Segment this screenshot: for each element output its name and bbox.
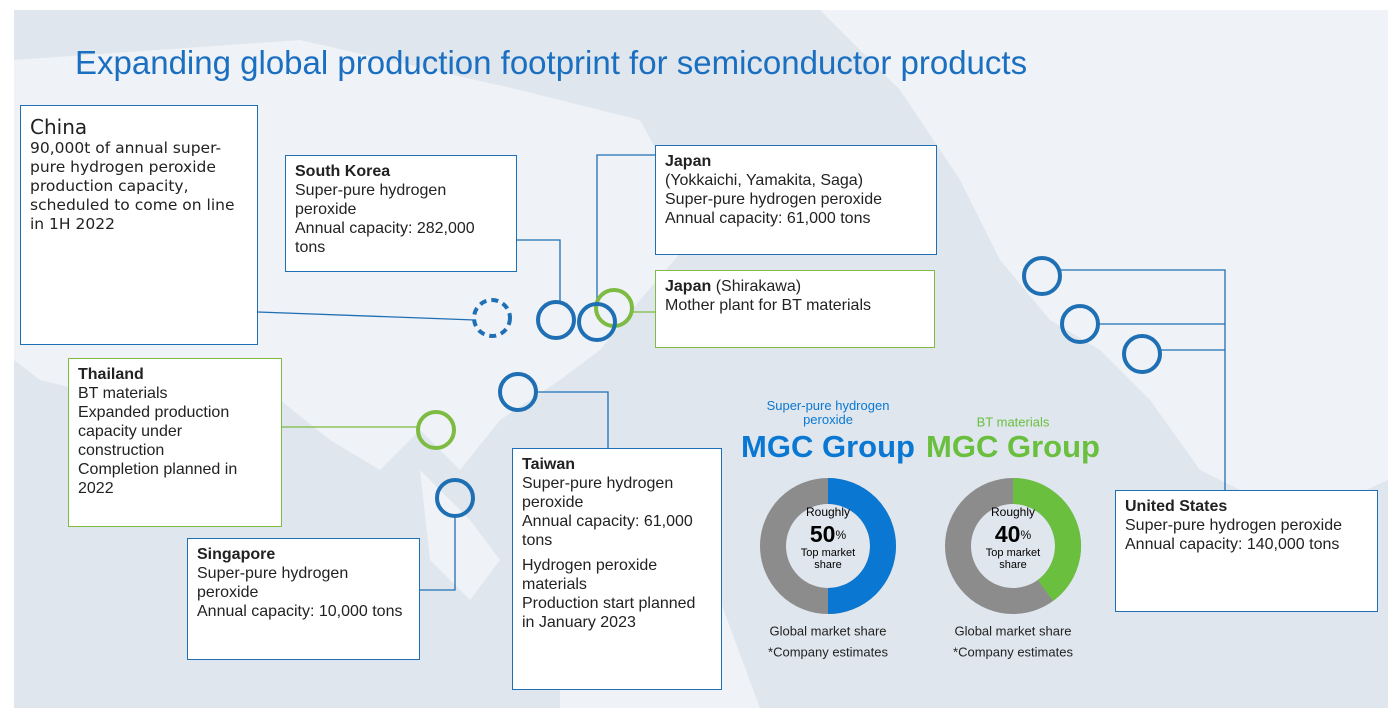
share-caption: Top market share: [801, 547, 855, 571]
share-qualifier: Roughly: [991, 505, 1035, 519]
share-footnote: Global market share: [769, 623, 886, 638]
site-detail: Production start planned in January 2023: [522, 595, 696, 631]
site-heading: United States: [1125, 497, 1368, 516]
site-marker: [577, 302, 617, 342]
site-detail: Expanded production capacity under const…: [78, 404, 230, 459]
site-heading: Japan: [665, 152, 927, 171]
site-marker: [1060, 304, 1100, 344]
share-product-line: peroxide: [803, 412, 853, 427]
site-detail: Super-pure hydrogen peroxide: [197, 565, 349, 601]
site-box: Japan (Yokkaichi, Yamakita, Saga) Super-pu…: [655, 145, 937, 255]
site-detail: Annual capacity: 61,000 tons: [522, 513, 693, 549]
share-caption: Top market share: [986, 547, 1040, 571]
site-qualifier: (Shirakawa): [715, 278, 802, 295]
share-caption-line: share: [999, 559, 1027, 571]
share-footnote: *Company estimates: [953, 644, 1073, 659]
site-marker: [1022, 256, 1062, 296]
site-marker: [472, 298, 512, 338]
site-detail: Hydrogen peroxide materials: [522, 557, 658, 593]
connector: [1060, 269, 1226, 490]
donut-share: [827, 478, 896, 614]
connector: [517, 239, 561, 302]
share-group: MGC Group: [741, 429, 915, 464]
site-detail: Completion planned in 2022: [78, 461, 238, 497]
site-box: Singapore Super-pure hydrogen peroxide Ann…: [187, 538, 420, 660]
site-detail: Super-pure hydrogen peroxide: [522, 475, 674, 511]
site-box: Thailand BT materials Expanded production …: [68, 358, 282, 527]
site-detail: Annual capacity: 282,000 tons: [295, 220, 475, 256]
site-box: United States Super-pure hydrogen peroxid…: [1115, 490, 1378, 612]
site-marker: [498, 372, 538, 412]
share-footnote: Global market share: [954, 623, 1071, 638]
site-heading: China: [30, 115, 248, 139]
connector: [420, 516, 456, 591]
site-name: Singapore: [197, 546, 276, 563]
share-caption-line: Top market: [801, 547, 855, 559]
share-unit: %: [1020, 528, 1031, 542]
site-name: Japan: [665, 153, 712, 170]
share-product: Super-pure hydrogen peroxide: [767, 398, 890, 427]
site-marker: [536, 300, 576, 340]
site-name: Thailand: [78, 366, 144, 383]
site-heading: Taiwan: [522, 455, 712, 474]
share-unit: %: [835, 528, 846, 542]
site-name: Japan: [665, 278, 712, 295]
share-product: BT materials: [977, 414, 1050, 429]
site-detail: BT materials: [78, 385, 168, 402]
site-detail: 90,000t of annual super-pure hydrogen pe…: [30, 139, 235, 233]
site-box: South Korea Super-pure hydrogen peroxide A…: [285, 155, 517, 272]
site-marker: [416, 410, 456, 450]
share-footnote: *Company estimates: [768, 644, 888, 659]
site-detail: (Yokkaichi, Yamakita, Saga): [665, 172, 864, 189]
share-caption-line: share: [814, 559, 842, 571]
site-name: South Korea: [295, 163, 391, 180]
site-name: United States: [1125, 498, 1228, 515]
share-qualifier: Roughly: [806, 505, 850, 519]
share-group: MGC Group: [926, 429, 1100, 464]
site-heading: South Korea: [295, 162, 507, 181]
site-heading: Thailand: [78, 365, 272, 384]
title: Expanding global production footprint fo…: [75, 44, 1028, 81]
site-detail: Mother plant for BT materials: [665, 297, 872, 314]
site-detail: Super-pure hydrogen peroxide: [1125, 517, 1343, 534]
connector: [596, 154, 655, 304]
share-value: 50%: [810, 521, 847, 547]
site-marker: [435, 478, 475, 518]
site-box: Taiwan Super-pure hydrogen peroxide Annual…: [512, 448, 722, 690]
site-marker: [1122, 334, 1162, 374]
site-heading: Singapore: [197, 545, 410, 564]
share-number: 40: [995, 521, 1021, 547]
connector: [257, 311, 476, 321]
site-box: Japan (Shirakawa) Mother plant for BT mat…: [655, 270, 935, 348]
site-detail: Annual capacity: 10,000 tons: [197, 603, 403, 620]
site-name: Taiwan: [522, 456, 576, 473]
site-name: China: [30, 115, 88, 139]
site-detail: Super-pure hydrogen peroxide: [665, 191, 883, 208]
share-caption-line: Top market: [986, 547, 1040, 559]
site-detail: Annual capacity: 140,000 tons: [1125, 536, 1340, 553]
share-number: 50: [810, 521, 836, 547]
site-box: China 90,000t of annual super-pure hydrog…: [20, 105, 258, 345]
share-value: 40%: [995, 521, 1032, 547]
share-product-line: Super-pure hydrogen: [767, 398, 890, 413]
site-detail: Annual capacity: 61,000 tons: [665, 210, 871, 227]
site-detail: Super-pure hydrogen peroxide: [295, 182, 447, 218]
connector: [536, 391, 609, 448]
site-heading: Japan (Shirakawa): [665, 277, 925, 296]
donut-share: [1012, 478, 1081, 602]
